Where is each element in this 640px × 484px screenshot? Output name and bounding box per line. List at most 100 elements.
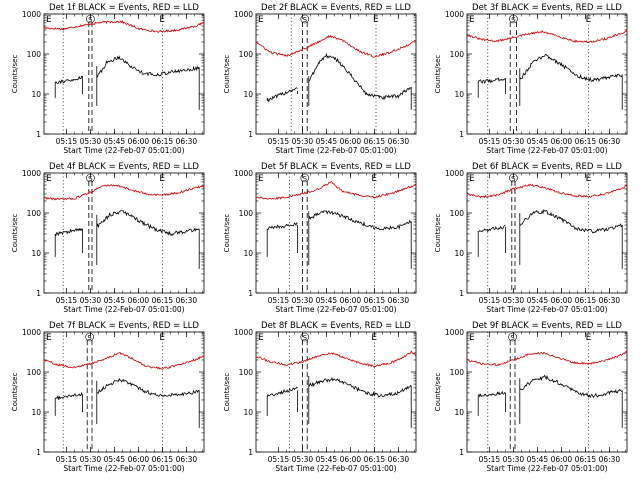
x-tick-label: 05:15 (268, 137, 290, 146)
marker-e-right: E (586, 333, 592, 343)
series-lld (255, 350, 417, 368)
saa-circle (509, 173, 518, 183)
marker-e-right: E (586, 15, 592, 25)
series-events (266, 375, 412, 428)
y-tick-label: 1 (459, 289, 464, 298)
x-axis-label: Start Time (22-Feb-07 05:01:00) (63, 305, 184, 314)
x-tick-label: 05:30 (80, 137, 102, 146)
series-events (54, 377, 200, 428)
x-axis-label: Start Time (22-Feb-07 05:01:00) (63, 464, 184, 473)
x-tick-label: 05:15 (479, 455, 501, 464)
x-tick-label: 06:30 (176, 296, 198, 305)
y-tick-label: 10 (31, 408, 41, 417)
panel-title: Det 9f BLACK = Events, RED = LLD (472, 321, 622, 331)
x-axis-label: Start Time (22-Feb-07 05:01:00) (63, 146, 184, 155)
y-tick-label: 100 (27, 368, 42, 377)
y-tick-label: 1000 (445, 169, 464, 178)
x-tick-label: 05:30 (80, 296, 102, 305)
saa-circle (300, 173, 310, 183)
series-lld (466, 29, 628, 43)
plot-frame (466, 172, 628, 294)
x-tick-label: 06:00 (551, 455, 573, 464)
y-tick-label: 1 (248, 130, 253, 139)
x-tick-label: 05:15 (56, 137, 78, 146)
y-tick-label: 1000 (22, 328, 41, 337)
panel-title: Det 4f BLACK = Events, RED = LLD (49, 162, 199, 172)
x-tick-label: 05:30 (503, 455, 525, 464)
x-tick-label: 06:15 (575, 296, 597, 305)
x-tick-label: 05:15 (479, 296, 501, 305)
y-tick-label: 10 (454, 408, 464, 417)
x-axis-label: Start Time (22-Feb-07 05:01:00) (275, 305, 396, 314)
y-axis-label: Counts/sec (223, 55, 231, 94)
panel-title: Det 1f BLACK = Events, RED = LLD (49, 3, 199, 13)
panel-title: Det 8f BLACK = Events, RED = LLD (261, 321, 411, 331)
x-tick-label: 05:45 (104, 455, 126, 464)
marker-s: S (87, 334, 92, 342)
y-tick-label: 1000 (234, 328, 253, 337)
x-axis-label: Start Time (22-Feb-07 05:01:00) (486, 146, 607, 155)
x-axis-label: Start Time (22-Feb-07 05:01:00) (275, 464, 396, 473)
x-tick-label: 06:30 (599, 296, 621, 305)
marker-e-right: E (373, 15, 379, 25)
marker-e-left: E (469, 333, 475, 343)
marker-s: S (511, 175, 516, 183)
y-axis-label: Counts/sec (434, 373, 442, 412)
y-axis-label: Counts/sec (11, 214, 19, 253)
marker-s: S (510, 334, 515, 342)
x-tick-label: 06:15 (152, 137, 174, 146)
x-axis-label: Start Time (22-Feb-07 05:01:00) (275, 146, 396, 155)
x-tick-label: 05:45 (104, 137, 126, 146)
x-tick-label: 06:30 (176, 455, 198, 464)
x-tick-label: 06:30 (388, 137, 410, 146)
series-lld (466, 350, 628, 367)
y-tick-label: 10 (454, 249, 464, 258)
saa-circle (300, 14, 310, 24)
x-tick-label: 05:30 (292, 455, 314, 464)
x-tick-label: 06:00 (340, 296, 362, 305)
x-tick-label: 06:30 (388, 455, 410, 464)
saa-circle (86, 14, 95, 24)
y-tick-label: 10 (31, 249, 41, 258)
panel-det3f: Det 3f BLACK = Events, RED = LLD 1 10 100 10… (434, 3, 628, 155)
marker-e-left: E (258, 333, 264, 343)
y-tick-label: 10 (243, 90, 253, 99)
x-tick-label: 06:30 (388, 296, 410, 305)
saa-circle (509, 14, 518, 24)
y-tick-label: 1000 (234, 10, 253, 19)
y-tick-label: 100 (450, 50, 465, 59)
saa-circle (300, 332, 310, 342)
x-tick-label: 05:15 (268, 296, 290, 305)
y-tick-label: 1 (459, 448, 464, 457)
marker-e-right: E (159, 333, 165, 343)
panel-det8f: Det 8f BLACK = Events, RED = LLD 1 10 100 10… (223, 321, 417, 473)
panel-title: Det 2f BLACK = Events, RED = LLD (261, 3, 411, 13)
plot-frame (43, 13, 205, 135)
y-axis-label: Counts/sec (434, 214, 442, 253)
x-tick-label: 05:45 (104, 296, 126, 305)
y-tick-label: 1000 (234, 169, 253, 178)
y-tick-label: 10 (243, 249, 253, 258)
panel-title: Det 5f BLACK = Events, RED = LLD (261, 162, 411, 172)
series-lld (466, 183, 628, 199)
marker-s: S (88, 16, 93, 24)
y-tick-label: 100 (450, 209, 465, 218)
panel-title: Det 3f BLACK = Events, RED = LLD (472, 3, 622, 13)
x-tick-label: 05:15 (56, 455, 78, 464)
series-events (477, 209, 623, 269)
marker-e-left: E (258, 174, 264, 184)
marker-e-left: E (469, 174, 475, 184)
marker-e-left: E (46, 333, 52, 343)
saa-circle (86, 173, 95, 183)
marker-s: S (303, 16, 308, 24)
series-events (54, 55, 200, 110)
panel-det4f: Det 4f BLACK = Events, RED = LLD 1 10 100 10… (11, 162, 205, 314)
x-tick-label: 06:00 (551, 296, 573, 305)
y-tick-label: 1 (459, 130, 464, 139)
x-tick-label: 05:45 (316, 137, 338, 146)
y-axis-label: Counts/sec (223, 373, 231, 412)
y-tick-label: 1 (36, 448, 41, 457)
panel-det6f: Det 6f BLACK = Events, RED = LLD 1 10 100 10… (434, 162, 628, 314)
